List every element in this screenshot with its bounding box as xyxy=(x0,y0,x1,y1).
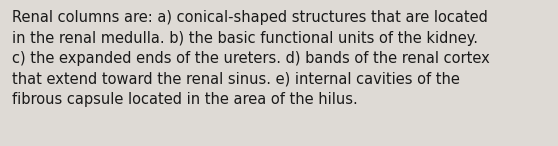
Text: Renal columns are: a) conical-shaped structures that are located
in the renal me: Renal columns are: a) conical-shaped str… xyxy=(12,10,490,107)
